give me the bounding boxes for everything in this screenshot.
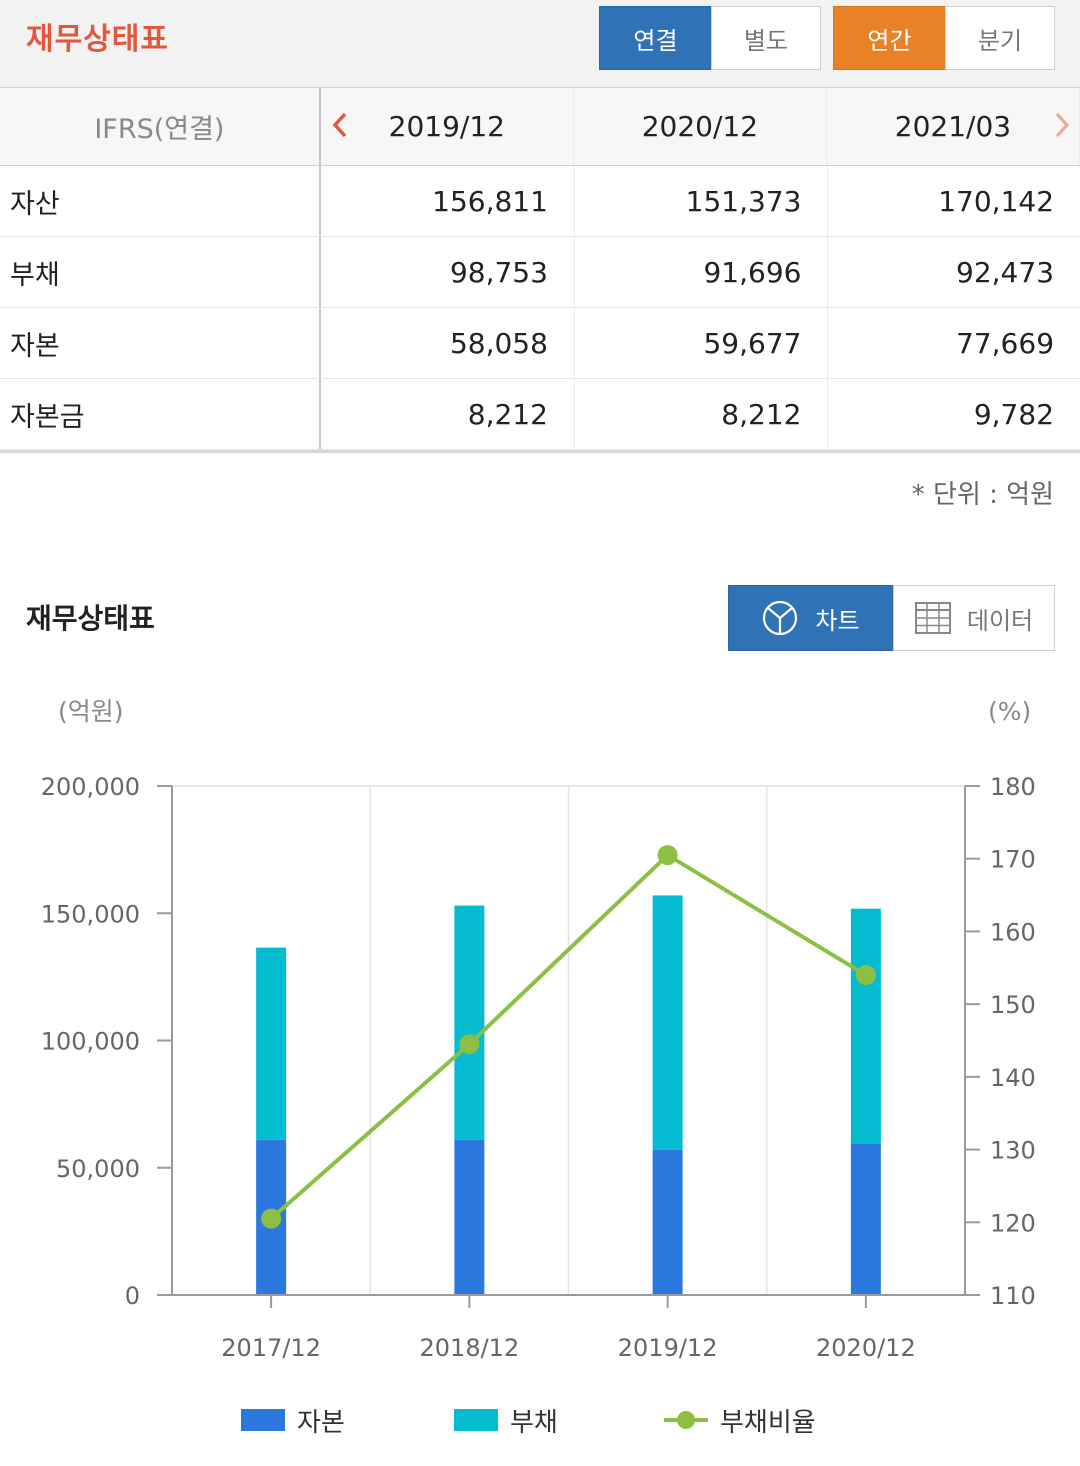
table-row: 부채 98,753 91,696 92,473	[0, 237, 1080, 308]
chart-view-button[interactable]: 차트	[728, 585, 893, 651]
x-tick-label: 2020/12	[816, 1334, 916, 1362]
y-right-tick-label: 170	[990, 846, 1036, 874]
bar-debt	[256, 947, 287, 1140]
legend-line-marker-icon	[664, 1408, 708, 1432]
chevron-right-icon[interactable]	[1052, 110, 1072, 148]
chart-view-label: 차트	[815, 606, 860, 635]
legend-label: 자본	[297, 1407, 345, 1438]
column-header: 2020/12	[574, 88, 827, 165]
table-cell: 156,811	[321, 166, 575, 236]
legend-label: 부채비율	[720, 1407, 816, 1438]
y-left-tick-label: 0	[125, 1282, 140, 1310]
bar-debt	[652, 895, 683, 1150]
row-label: 자본	[0, 308, 322, 378]
page-title: 재무상태표	[26, 22, 169, 57]
table-row: 자본금 8,212 8,212 9,782	[0, 379, 1080, 450]
financial-chart: (억원) (%) 0 50,000 100,000 150,000 200,000 110 12…	[41, 697, 1036, 1362]
row-label: 자본금	[0, 379, 322, 449]
legend-item-equity[interactable]: 자본	[241, 1396, 345, 1444]
table-cell: 170,142	[938, 184, 1055, 218]
ratio-point	[657, 845, 678, 866]
table-cell: 8,212	[575, 379, 829, 449]
ratio-point	[855, 965, 876, 986]
table-cell: 151,373	[575, 166, 829, 236]
x-tick-label: 2018/12	[420, 1334, 520, 1362]
x-tick-label: 2019/12	[618, 1334, 718, 1362]
y-right-tick-label: 120	[990, 1209, 1036, 1237]
pie-chart-icon	[761, 599, 799, 637]
table-header-row: IFRS(연결) 2019/12 2020/12 2021/03	[0, 88, 1080, 166]
column-header: 2021/03	[827, 88, 1080, 165]
table-cell: 77,669	[956, 326, 1055, 360]
table-row: 자본 58,058 59,677 77,669	[0, 308, 1080, 379]
table-cell: 8,212	[321, 379, 575, 449]
tab-annual[interactable]: 연간	[833, 6, 946, 70]
y-right-tick-label: 160	[990, 918, 1036, 946]
y-right-unit-label: (%)	[988, 697, 1031, 726]
data-view-label: 데이터	[966, 606, 1034, 635]
y-left-tick-label: 200,000	[41, 773, 140, 801]
data-view-button[interactable]: 데이터	[893, 585, 1055, 651]
tab-quarterly[interactable]: 분기	[945, 6, 1055, 70]
table-grid-icon	[914, 602, 951, 634]
y-right-tick-label: 150	[990, 991, 1036, 1019]
table-cell: 59,677	[575, 308, 829, 378]
y-right-tick-label: 110	[990, 1282, 1036, 1310]
tab-separate[interactable]: 별도	[711, 6, 821, 70]
table-cell: 9,782	[973, 397, 1055, 431]
table-cell: 98,753	[321, 237, 575, 307]
legend-item-debt-ratio[interactable]: 부채비율	[664, 1396, 816, 1444]
y-right-tick-label: 130	[990, 1137, 1036, 1165]
legend-swatch-equity	[241, 1409, 285, 1431]
row-label: 자산	[0, 166, 322, 236]
row-label: 부채	[0, 237, 322, 307]
unit-note: * 단위 : 억원	[911, 480, 1054, 510]
y-left-tick-label: 50,000	[56, 1155, 140, 1183]
table-cell: 92,473	[956, 255, 1055, 289]
y-left-tick-label: 100,000	[41, 1028, 140, 1056]
table-label-header: IFRS(연결)	[0, 88, 321, 165]
y-right-tick-label: 140	[990, 1064, 1036, 1092]
tab-consolidated[interactable]: 연결	[599, 6, 712, 70]
legend-swatch-debt	[454, 1409, 498, 1431]
ratio-point	[261, 1208, 282, 1229]
y-left-unit-label: (억원)	[58, 697, 124, 726]
y-left-tick-label: 150,000	[41, 900, 140, 928]
x-tick-label: 2017/12	[221, 1334, 321, 1362]
table-cell: 91,696	[575, 237, 829, 307]
chevron-left-icon[interactable]	[330, 110, 350, 148]
table-row: 자산 156,811 151,373 170,142	[0, 166, 1080, 237]
bar-debt	[850, 908, 881, 1144]
ratio-point	[459, 1034, 480, 1055]
table-cell: 58,058	[321, 308, 575, 378]
bar-debt	[454, 905, 485, 1140]
bar-equity	[454, 1139, 485, 1295]
section-title: 재무상태표	[26, 602, 155, 635]
page-header: 재무상태표 연결 별도 연간 분기	[0, 0, 1080, 88]
ratio-line	[269, 852, 867, 1221]
legend-item-debt[interactable]: 부채	[454, 1396, 558, 1444]
table-divider	[0, 450, 1080, 453]
bar-equity	[652, 1149, 683, 1295]
financial-table: IFRS(연결) 2019/12 2020/12 2021/03 자산 156,…	[0, 88, 1080, 450]
bar-equity	[850, 1143, 881, 1295]
y-right-tick-label: 180	[990, 773, 1036, 801]
legend-label: 부채	[510, 1407, 558, 1438]
column-header: 2019/12	[321, 88, 574, 165]
